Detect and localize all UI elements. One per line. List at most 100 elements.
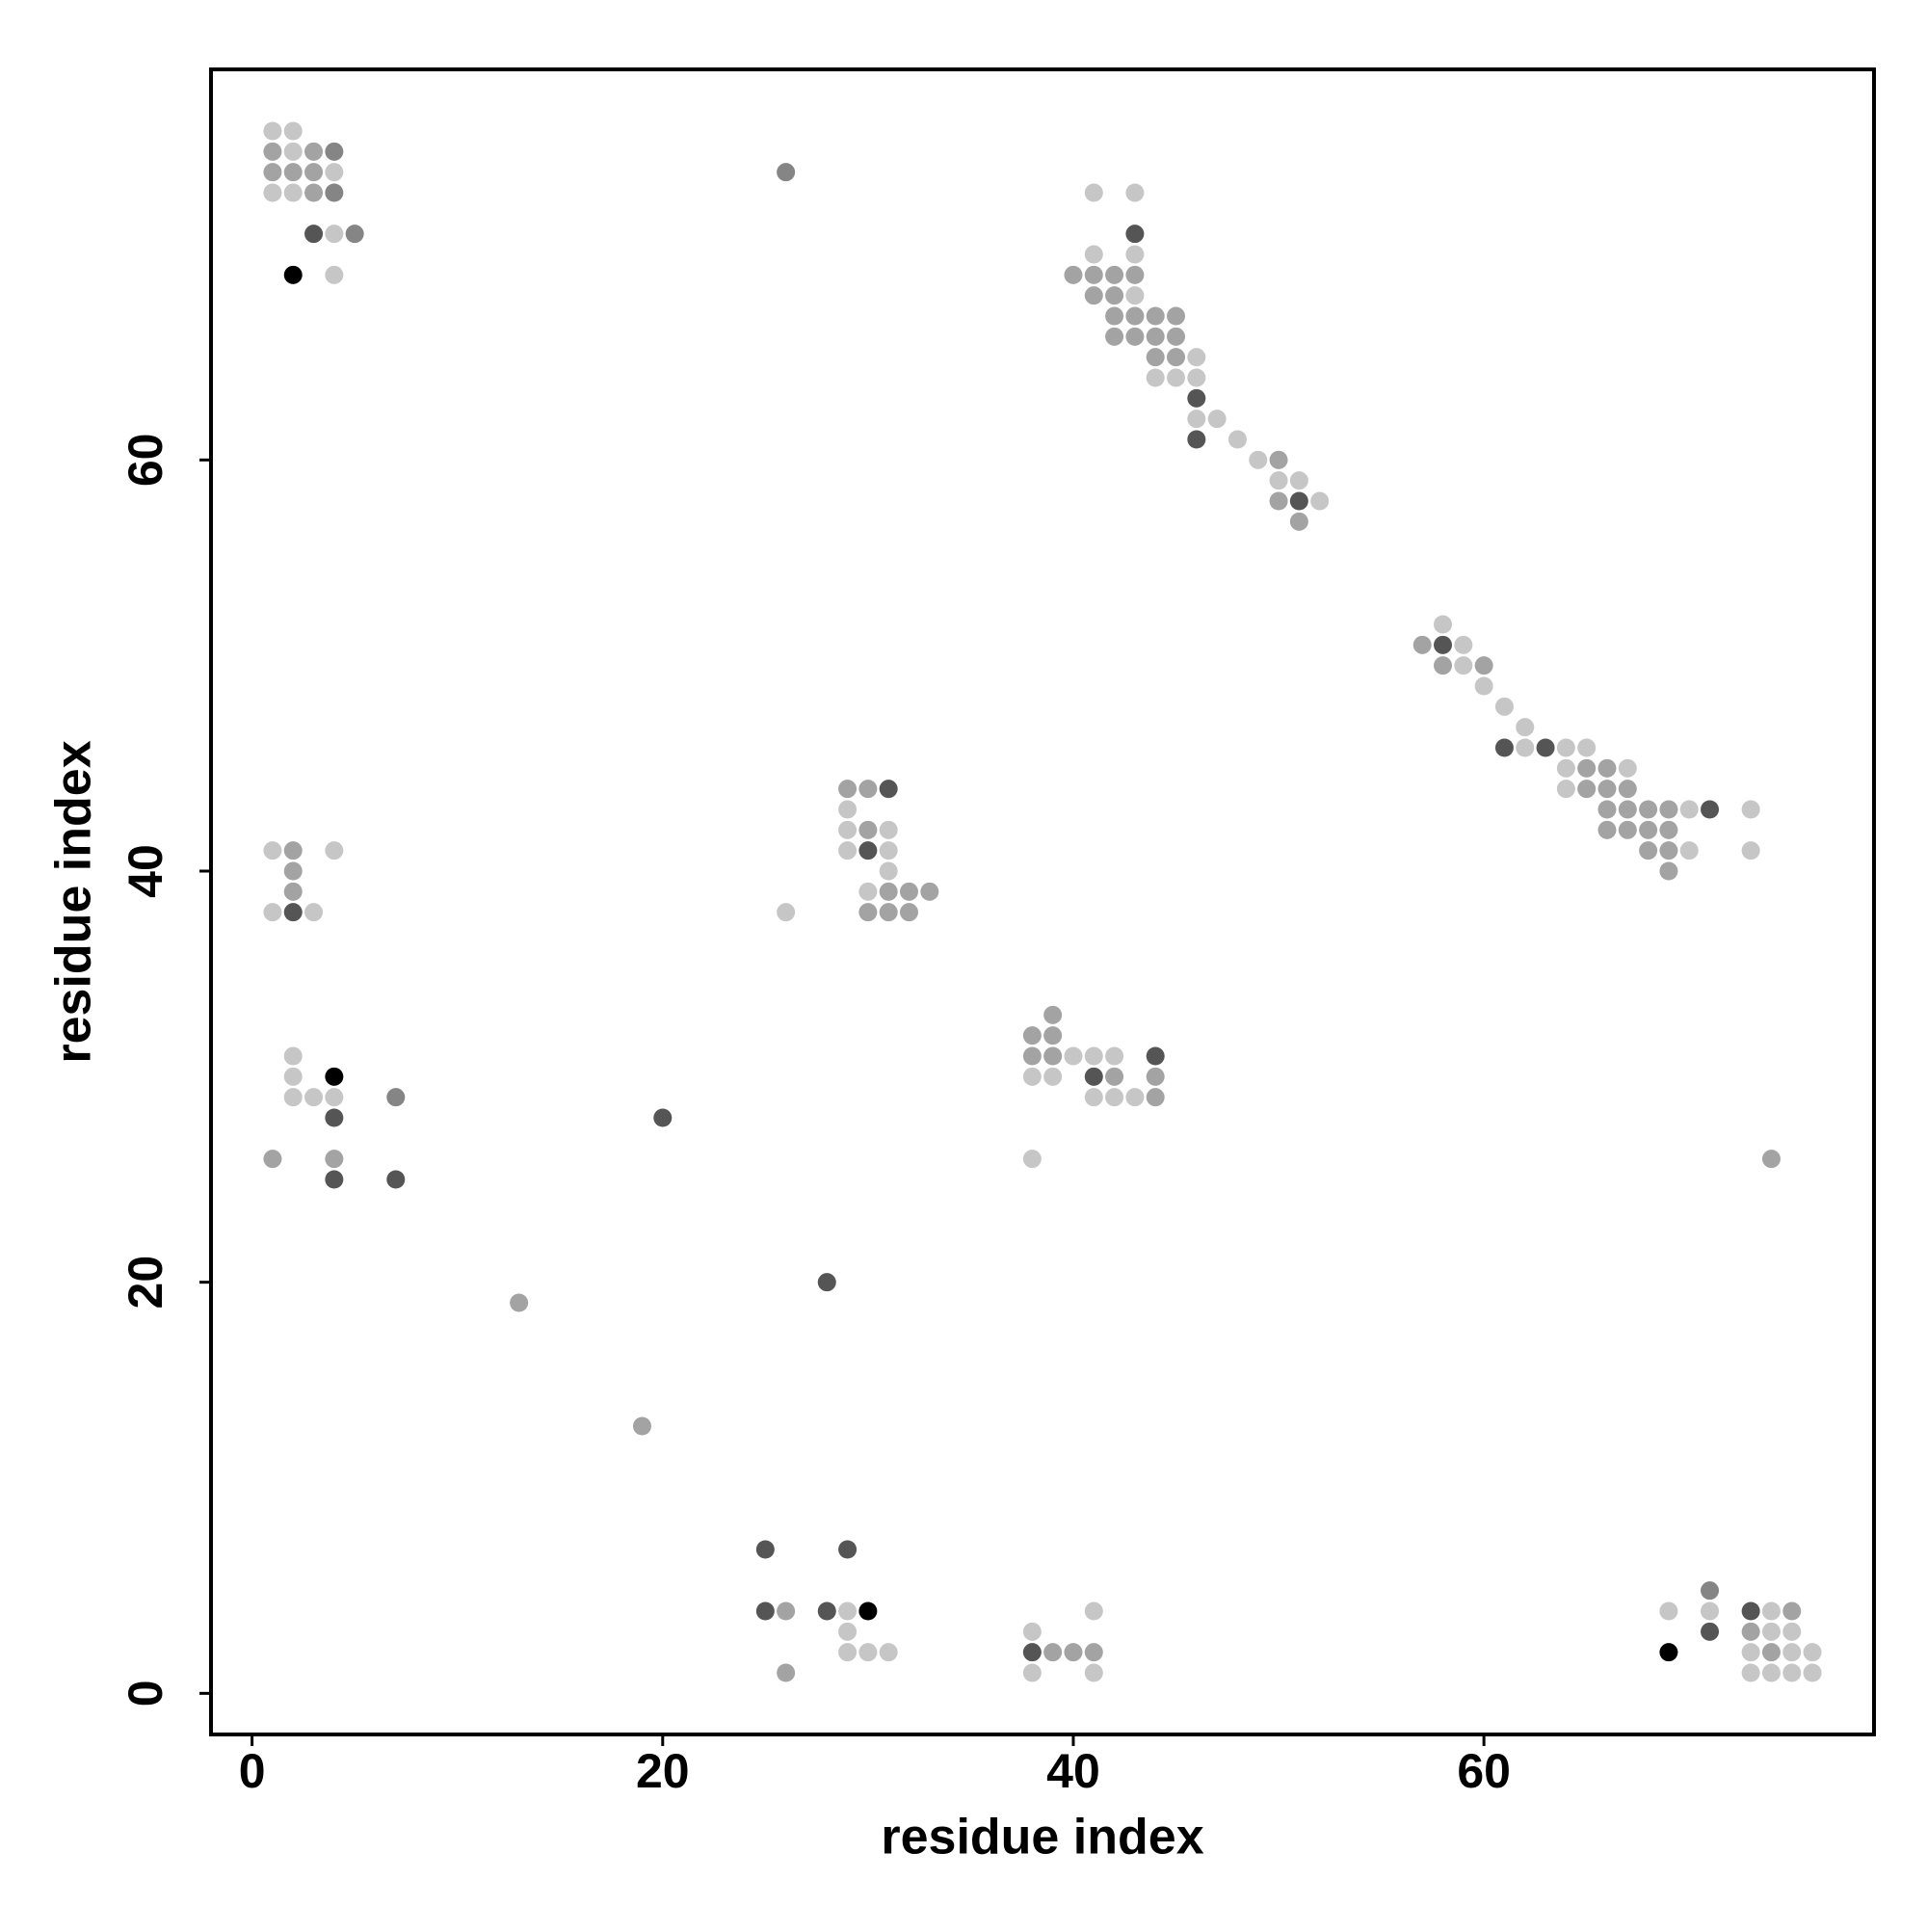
point [1516, 718, 1535, 737]
point [1105, 327, 1124, 346]
point [1043, 1046, 1063, 1066]
point [1434, 656, 1453, 675]
point [1084, 265, 1103, 284]
point [879, 882, 898, 901]
point [1741, 841, 1760, 860]
x-tick-label: 60 [1457, 1744, 1511, 1798]
point [777, 1601, 796, 1621]
point [1659, 800, 1678, 819]
point [1227, 430, 1247, 449]
point [1064, 1643, 1083, 1662]
point [817, 1273, 836, 1292]
x-tick-label: 0 [239, 1744, 266, 1798]
point [1084, 1067, 1103, 1086]
point [1597, 800, 1617, 819]
point [1412, 635, 1432, 654]
point [1125, 327, 1145, 346]
point [283, 265, 303, 284]
point [632, 1416, 651, 1436]
point [1146, 1088, 1165, 1107]
point [1701, 1601, 1720, 1621]
point [1761, 1601, 1781, 1621]
point [1474, 656, 1493, 675]
y-tick-label: 40 [119, 844, 172, 898]
point [1269, 450, 1288, 469]
point [1454, 656, 1473, 675]
point [1556, 780, 1575, 799]
point [263, 841, 282, 860]
point [653, 1108, 673, 1127]
point [263, 142, 282, 161]
point [325, 225, 344, 244]
point [858, 1643, 878, 1662]
point [1659, 861, 1678, 881]
point [1084, 1601, 1103, 1621]
point [1741, 1663, 1760, 1682]
point [1084, 1643, 1103, 1662]
point [283, 903, 303, 922]
point [1125, 1088, 1145, 1107]
point [1084, 1663, 1103, 1682]
point [1105, 286, 1124, 305]
point [1741, 1622, 1760, 1641]
point [1125, 286, 1145, 305]
point [1434, 635, 1453, 654]
point [1022, 1046, 1042, 1066]
point [1556, 758, 1575, 778]
point [1659, 841, 1678, 860]
point [1639, 800, 1658, 819]
point [304, 183, 324, 202]
point [858, 820, 878, 839]
point [1659, 1601, 1678, 1621]
point [1618, 800, 1637, 819]
y-tick-label: 60 [119, 434, 172, 488]
point [1022, 1026, 1042, 1045]
y-axis-label: residue index [46, 740, 102, 1063]
point [817, 1601, 836, 1621]
point [1269, 491, 1288, 511]
point [325, 1170, 344, 1189]
point [263, 183, 282, 202]
point [1597, 758, 1617, 778]
point [1146, 306, 1165, 326]
point [879, 780, 898, 799]
point [304, 1088, 324, 1107]
point [1105, 1067, 1124, 1086]
point [1187, 410, 1206, 429]
point [304, 142, 324, 161]
point [858, 903, 878, 922]
point [283, 121, 303, 141]
point [1618, 820, 1637, 839]
point [1782, 1643, 1802, 1662]
point [858, 780, 878, 799]
point [1167, 306, 1186, 326]
point [325, 841, 344, 860]
point [1310, 491, 1330, 511]
point [283, 861, 303, 881]
x-axis-label: residue index [881, 1810, 1203, 1866]
point [1269, 471, 1288, 490]
point [1639, 841, 1658, 860]
point [283, 183, 303, 202]
point [325, 1108, 344, 1127]
point [879, 903, 898, 922]
y-tick-label: 0 [119, 1680, 172, 1707]
point [1146, 1067, 1165, 1086]
point [1494, 697, 1514, 716]
point [1125, 225, 1145, 244]
point [283, 1067, 303, 1086]
point [1187, 348, 1206, 367]
point [1125, 265, 1145, 284]
point [1782, 1622, 1802, 1641]
point [1516, 738, 1535, 757]
point [345, 225, 364, 244]
point [325, 142, 344, 161]
point [777, 903, 796, 922]
point [386, 1170, 406, 1189]
point [755, 1540, 775, 1559]
point [1146, 1046, 1165, 1066]
point [1577, 758, 1597, 778]
point [304, 225, 324, 244]
